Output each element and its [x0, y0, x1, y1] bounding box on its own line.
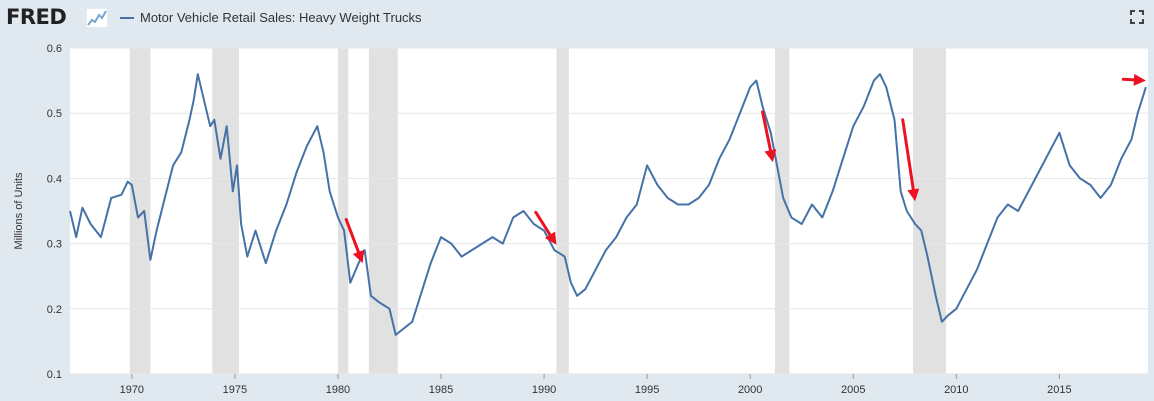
y-axis-title: Millions of Units [13, 172, 25, 250]
recession-band-4 [556, 48, 569, 374]
arrow-shaft [344, 217, 360, 254]
annotation-arrow-1 [534, 210, 557, 245]
x-tick-label: 1985 [429, 384, 453, 396]
legend-swatch [120, 16, 134, 19]
annotation-arrow-2 [761, 110, 777, 163]
y-tick-label: 0.5 [47, 108, 62, 120]
x-tick-label: 2010 [944, 384, 968, 396]
chart-header: FRED Motor Vehicle Retail Sales: Heavy W… [0, 0, 1154, 40]
y-tick-label: 0.6 [47, 43, 62, 55]
recession-band-1 [212, 48, 240, 374]
arrow-shaft [761, 110, 772, 152]
legend-label: Motor Vehicle Retail Sales: Heavy Weight… [140, 10, 422, 25]
recession-band-5 [774, 48, 790, 374]
recession-band-2 [337, 48, 349, 374]
arrow-shaft [901, 118, 915, 191]
x-tick-label: 2015 [1047, 384, 1071, 396]
series-line-0 [69, 73, 1147, 336]
arrow-head [1133, 73, 1146, 86]
chart-legend: Motor Vehicle Retail Sales: Heavy Weight… [120, 10, 422, 25]
x-tick-label: 1975 [223, 384, 247, 396]
x-tick-label: 1980 [326, 384, 350, 396]
x-tick-label: 2005 [841, 384, 865, 396]
y-tick-label: 0.4 [47, 173, 62, 185]
plot-area [70, 48, 1148, 374]
fullscreen-icon[interactable] [1130, 10, 1144, 24]
recession-band-6 [913, 48, 947, 374]
x-tick-label: 2000 [738, 384, 762, 396]
y-tick-label: 0.1 [47, 369, 62, 381]
x-tick-label: 1995 [635, 384, 659, 396]
arrow-head [352, 249, 365, 264]
y-tick-label: 0.2 [47, 304, 62, 316]
x-tick-label: 1970 [120, 384, 144, 396]
arrow-head [764, 149, 777, 163]
annotation-arrow-4 [1121, 73, 1146, 86]
fred-logo[interactable]: FRED [6, 5, 67, 29]
x-tick-label: 1990 [532, 384, 556, 396]
chart-line-icon [86, 8, 108, 28]
arrow-head [907, 188, 920, 202]
y-tick-label: 0.3 [47, 239, 62, 251]
recession-band-0 [129, 48, 151, 374]
arrow-shaft [1121, 77, 1136, 82]
arrow-head [544, 231, 557, 245]
annotation-arrow-0 [344, 217, 365, 264]
annotation-arrow-3 [901, 118, 920, 202]
arrow-shaft [534, 210, 552, 237]
